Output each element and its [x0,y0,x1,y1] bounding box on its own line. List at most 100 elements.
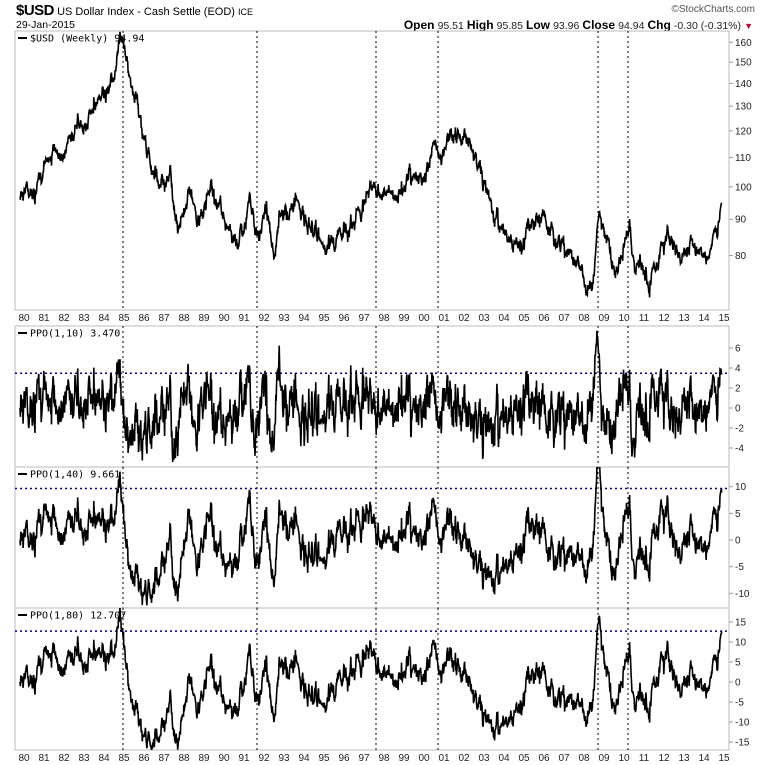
x-tick-label: 02 [458,313,470,324]
x-tick-label: 87 [158,313,170,324]
x-tick-label: 01 [438,313,450,324]
x-tick-label: 00 [418,313,430,324]
x-tick-label: 09 [598,753,610,764]
x-tick-label: 92 [258,753,270,764]
x-tick-label: 85 [118,313,130,324]
x-tick-label: 90 [218,313,230,324]
y-tick-label: -10 [735,718,750,729]
watermark: ©StockCharts.com [671,4,755,15]
y-tick-label: 15 [735,618,747,629]
x-tick-label: 99 [398,753,410,764]
x-tick-label: 03 [478,313,490,324]
x-tick-label: 08 [578,313,590,324]
x-tick-label: 86 [138,313,150,324]
x-tick-label: 86 [138,753,150,764]
instrument-name: US Dollar Index - Cash Settle (EOD) [57,6,235,18]
x-tick-label: 12 [658,753,670,764]
x-tick-label: 07 [558,313,570,324]
chg-value: -0.30 (-0.31%) [673,20,742,32]
x-tick-label: 82 [58,753,70,764]
x-tick-label: 02 [458,753,470,764]
y-tick-label: 160 [735,38,752,49]
x-tick-label: 07 [558,753,570,764]
close-value: 94.94 [618,20,645,32]
exchange: ICE [238,7,254,17]
x-tick-label: 13 [678,313,690,324]
x-tick-label: 97 [358,753,370,764]
y-tick-label: 10 [735,638,747,649]
y-tick-label: -4 [735,444,744,455]
y-tick-label: 0 [735,536,741,547]
y-tick-label: -5 [735,562,744,573]
x-tick-label: 14 [698,313,710,324]
ohlc-readout: Open 95.51 High 95.85 Low 93.96 Close 94… [404,18,753,32]
x-tick-label: 05 [518,753,530,764]
x-tick-label: 98 [378,753,390,764]
series-line [19,467,723,606]
panel-1: 80 90 100 110 120 130 140 150 160 $USD (Weekly) 9… [14,30,752,311]
panel-legend: PPO(1,40) 9.661 [30,470,120,481]
x-tick-label: 96 [338,313,350,324]
x-tick-label: 93 [278,753,290,764]
x-tick-label: 95 [318,753,330,764]
panel-legend: PPO(1,10) 3.470 [30,329,120,340]
low-label: Low [526,18,550,32]
x-tick-label: 09 [598,313,610,324]
y-tick-label: -15 [735,738,750,749]
x-tick-label: 04 [498,753,510,764]
x-tick-label: 81 [38,753,50,764]
panel-border [14,30,730,311]
y-tick-label: 0 [735,678,741,689]
x-tick-label: 89 [198,753,210,764]
x-tick-label: 89 [198,313,210,324]
y-tick-label: 80 [735,251,747,262]
x-tick-label: 82 [58,313,70,324]
y-tick-label: 2 [735,384,741,395]
y-tick-label: 5 [735,509,741,520]
x-tick-label: 10 [618,753,630,764]
x-tick-label: 14 [698,753,710,764]
x-tick-label: 08 [578,753,590,764]
x-tick-label: 87 [158,753,170,764]
x-tick-label: 00 [418,753,430,764]
x-tick-label: 85 [118,753,130,764]
y-tick-label: 140 [735,79,752,90]
x-tick-label: 92 [258,313,270,324]
y-tick-label: 4 [735,364,741,375]
panel-2: -4 -2 0 2 4 6 PPO(1,10) 3.470 [14,325,744,468]
x-tick-label: 88 [178,753,190,764]
y-tick-label: 6 [735,344,741,355]
y-tick-label: 10 [735,482,747,493]
y-tick-label: 100 [735,182,752,193]
y-tick-label: -10 [735,589,750,600]
symbol: $USD [16,2,55,19]
x-tick-label: 98 [378,313,390,324]
x-tick-label: 81 [38,313,50,324]
y-tick-label: 130 [735,102,752,113]
series-line [19,608,723,750]
open-value: 95.51 [437,20,464,32]
x-tick-label: 03 [478,753,490,764]
x-tick-label: 94 [298,313,310,324]
down-triangle-icon: ▼ [744,21,753,31]
low-value: 93.96 [553,20,580,32]
x-tick-label: 94 [298,753,310,764]
y-tick-label: 120 [735,126,752,137]
panel-legend: $USD (Weekly) 94.94 [30,34,144,45]
x-tick-label: 15 [718,753,730,764]
y-tick-label: 5 [735,658,741,669]
x-tick-label: 93 [278,313,290,324]
x-tick-label: 83 [78,753,90,764]
x-tick-label: 90 [218,753,230,764]
chart-title: $USD US Dollar Index - Cash Settle (EOD)… [16,2,253,19]
x-tick-label: 13 [678,753,690,764]
y-tick-label: 110 [735,153,751,164]
x-tick-label: 80 [18,313,30,324]
y-tick-label: 150 [735,58,752,69]
series-line [19,330,723,463]
y-tick-label: -2 [735,424,744,435]
x-tick-label: 01 [438,753,450,764]
x-tick-label: 05 [518,313,530,324]
chart-date: 29-Jan-2015 [16,19,75,31]
x-tick-label: 04 [498,313,510,324]
